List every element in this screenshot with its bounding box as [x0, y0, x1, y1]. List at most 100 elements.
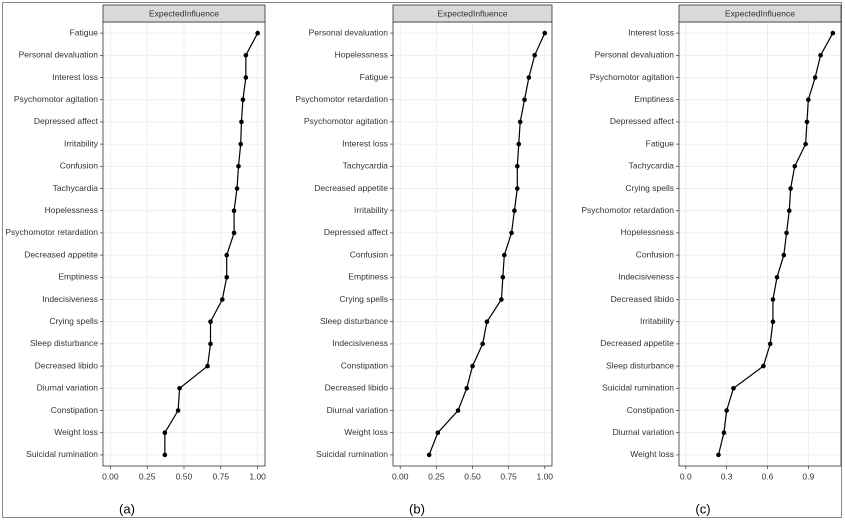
point [162, 430, 168, 436]
point [224, 275, 230, 280]
y-tick-label: Diurnal variation [37, 383, 99, 393]
y-tick-label: Irritability [640, 316, 675, 326]
y-tick-label: Irritability [354, 205, 389, 215]
y-tick-label: Decreased appetite [600, 338, 674, 348]
point [781, 252, 787, 258]
point [177, 386, 182, 391]
point [767, 341, 773, 347]
y-tick-label: Psychomotor agitation [14, 94, 98, 104]
point [532, 53, 537, 58]
y-tick-label: Decreased libido [35, 360, 99, 370]
y-tick-label: Personal devaluation [595, 50, 675, 60]
y-tick-label: Interest loss [342, 138, 388, 148]
point [240, 97, 246, 102]
point [236, 164, 241, 169]
point [792, 164, 798, 169]
point [243, 53, 249, 58]
line [717, 32, 834, 456]
point [803, 141, 808, 147]
panel-background [679, 22, 841, 466]
point [502, 252, 507, 258]
panel-caption: (a) [119, 501, 135, 516]
y-tick-label: Interest loss [628, 27, 674, 37]
y-tick-label: Crying spells [339, 294, 388, 304]
y-tick-label: Hopelessness [621, 227, 674, 237]
line [428, 32, 546, 456]
x-tick-label: 1.00 [536, 471, 553, 481]
x-tick-label: 0.00 [392, 471, 409, 481]
y-tick-label: Emptiness [348, 272, 388, 282]
x-tick-label: 0.6 [762, 471, 774, 481]
point [231, 230, 237, 236]
point [721, 430, 727, 436]
y-tick-label: Personal devaluation [309, 27, 389, 37]
point [770, 319, 776, 325]
point [515, 164, 520, 169]
y-tick-label: Depressed affect [34, 116, 99, 126]
point [205, 363, 210, 369]
point [774, 275, 780, 280]
x-tick-label: 0.9 [802, 471, 814, 481]
point [224, 252, 230, 258]
y-tick-label: Fatigue [646, 138, 675, 148]
y-tick-label: Psychomotor retardation [581, 205, 674, 215]
y-tick-label: Diurnal variation [613, 427, 675, 437]
y-tick-label: Psychomotor agitation [590, 72, 674, 82]
panel-caption: (c) [695, 501, 710, 516]
y-tick-label: Sleep disturbance [30, 338, 98, 348]
strip-title: ExpectedInfluence [725, 8, 795, 18]
y-tick-label: Diurnal variation [327, 405, 389, 415]
y-tick-label: Decreased appetite [24, 249, 98, 259]
point [175, 408, 181, 413]
y-tick-label: Emptiness [634, 94, 674, 104]
point [480, 341, 485, 347]
point [208, 319, 213, 325]
y-tick-label: Sleep disturbance [606, 360, 674, 370]
point [830, 30, 836, 36]
strip [678, 4, 842, 23]
y-tick-label: Suicidal rumination [26, 449, 98, 459]
strip [392, 4, 553, 23]
y-tick-label: Psychomotor retardation [295, 94, 388, 104]
y-tick-label: Confusion [60, 161, 99, 171]
point [500, 275, 506, 280]
y-tick-label: Weight loss [54, 427, 98, 437]
y-tick-label: Confusion [636, 249, 675, 259]
point [716, 452, 721, 458]
y-tick-label: Decreased appetite [314, 183, 388, 193]
x-tick-label: 1.00 [249, 471, 266, 481]
y-tick-label: Crying spells [49, 316, 98, 326]
y-tick-label: Indecisiveness [618, 272, 674, 282]
x-tick-label: 0.25 [139, 471, 156, 481]
point [162, 452, 168, 458]
x-tick-label: 0.00 [102, 471, 119, 481]
point [499, 297, 504, 302]
y-tick-label: Indecisiveness [42, 294, 98, 304]
y-tick-label: Fatigue [70, 27, 99, 37]
y-tick-label: Constipation [51, 405, 99, 415]
point [219, 297, 225, 302]
y-tick-label: Suicidal rumination [316, 449, 388, 459]
y-tick-label: Constipation [627, 405, 675, 415]
point [517, 119, 523, 125]
x-tick-label: 0.25 [428, 471, 445, 481]
strip-title: ExpectedInfluence [438, 8, 508, 18]
point [426, 452, 432, 458]
point [788, 186, 793, 191]
y-tick-label: Irritability [64, 138, 99, 148]
y-tick-label: Psychomotor agitation [304, 116, 388, 126]
point [731, 386, 736, 391]
y-tick-label: Depressed affect [610, 116, 675, 126]
y-tick-label: Confusion [350, 249, 389, 259]
point [770, 297, 776, 302]
line [164, 32, 259, 455]
point [542, 30, 548, 36]
point [512, 208, 517, 213]
x-tick-label: 0.50 [464, 471, 481, 481]
point [522, 97, 527, 102]
y-tick-label: Interest loss [52, 72, 98, 82]
x-tick-label: 0.50 [176, 471, 193, 481]
point [234, 186, 240, 191]
y-tick-label: Hopelessness [45, 205, 98, 215]
